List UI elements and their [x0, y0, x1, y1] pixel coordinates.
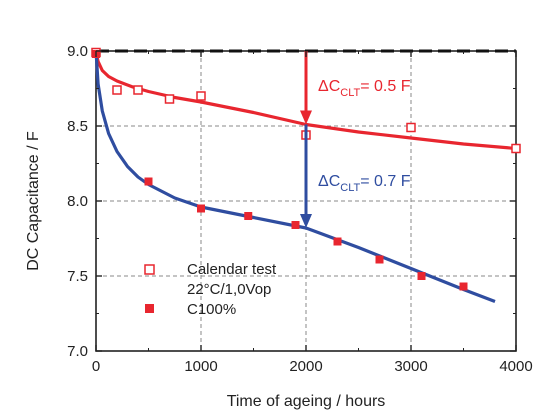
- marker-c100-5: [333, 237, 342, 246]
- legend-label-c100: C100%: [187, 301, 236, 318]
- arrow-head-1: [300, 214, 312, 228]
- marker-c100-3: [244, 212, 253, 220]
- annotation-arrows: [300, 51, 312, 228]
- x-axis-label: Time of ageing / hours: [227, 393, 386, 410]
- x-tick-label-0: 0: [92, 358, 100, 375]
- fit-curves: [94, 50, 517, 303]
- y-tick-label-1: 7.5: [67, 268, 88, 285]
- x-tick-label-4: 4000: [499, 358, 532, 375]
- marker-calendar-test-3: [164, 94, 175, 104]
- marker-calendar-test-1: [112, 85, 122, 95]
- marker-calendar-test-6: [406, 122, 416, 133]
- marker-c100-7: [417, 272, 426, 280]
- y-tick-label-4: 9.0: [67, 43, 88, 60]
- marker-c100-6: [375, 255, 384, 264]
- marker-c100-2: [197, 204, 205, 213]
- marker-calendar-test-7: [511, 143, 521, 154]
- marker-c100-1: [144, 177, 153, 186]
- fit-curve-calendar-test: [94, 52, 517, 151]
- fit-curve-c100: [94, 50, 496, 303]
- marker-c100-4: [291, 221, 300, 229]
- legend-label-calendar-test: Calendar test: [187, 261, 277, 278]
- marker-c100-8: [459, 282, 468, 291]
- legend-label-calendar-conditions: 22°C/1,0Vop: [187, 281, 271, 298]
- marker-calendar-test-4: [196, 91, 206, 101]
- x-tick-label-2: 2000: [289, 358, 322, 375]
- arrow-head-0: [300, 110, 312, 125]
- legend-marker-open-square: [144, 264, 155, 275]
- axis-ticks: 0 1000 2000 3000 4000 7.0 7.5 8.0 8.5 9.0: [67, 43, 533, 375]
- annotation-delta-c100: ΔCCLT= 0.7 F: [318, 173, 411, 194]
- x-tick-label-3: 3000: [394, 358, 427, 375]
- annotation-delta-calendar: ΔCCLT= 0.5 F: [318, 78, 411, 99]
- marker-calendar-test-2: [133, 85, 143, 95]
- legend: Calendar test 22°C/1,0Vop C100%: [144, 261, 277, 318]
- y-tick-label-2: 8.0: [67, 193, 88, 210]
- legend-marker-filled-square: [145, 304, 154, 313]
- y-tick-label-3: 8.5: [67, 118, 88, 135]
- y-axis-label: DC Capacitance / F: [25, 131, 42, 271]
- y-tick-label-0: 7.0: [67, 343, 88, 360]
- x-tick-label-1: 1000: [184, 358, 217, 375]
